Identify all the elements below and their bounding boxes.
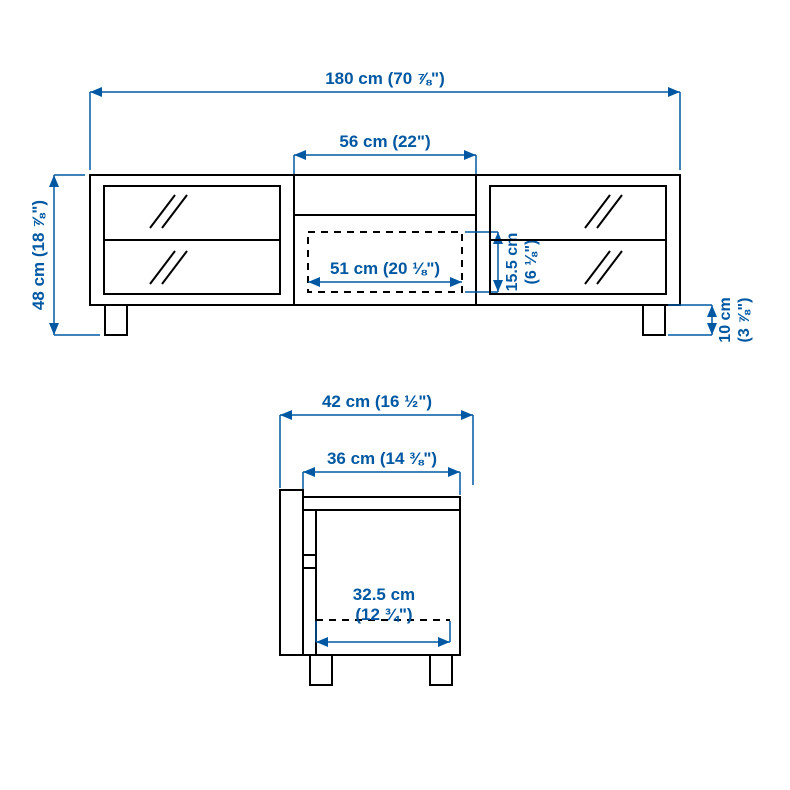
side-view: 42 cm (16 ½") 36 cm (14 ⅜"): [280, 392, 473, 685]
dim-label-depth-inner-b: (12 ¾"): [355, 605, 412, 624]
dim-label-depth-inner-a: 32.5 cm: [353, 585, 415, 604]
dim-label-depth-top: 36 cm (14 ⅜"): [327, 449, 437, 468]
dim-depth-inner: 32.5 cm (12 ¾"): [316, 585, 450, 647]
dim-label-width-center: 56 cm (22"): [339, 132, 430, 151]
dim-width-drawer-inner: 51 cm (20 ⅛"): [308, 259, 462, 287]
dim-label-leg-a: 10 cm: [717, 297, 734, 342]
leg-front-right: [643, 305, 665, 335]
dim-label-drawer-h-a: 15.5 cm: [504, 233, 521, 292]
leg-side-right: [430, 655, 452, 685]
side-body: [280, 490, 460, 655]
dim-label-depth-overall: 42 cm (16 ½"): [322, 392, 432, 411]
leg-front-left: [105, 305, 127, 335]
dim-label-drawer-h-b: (6 ⅛"): [523, 240, 540, 285]
dim-label-height-overall: 48 cm (18 ⅞"): [29, 200, 48, 310]
left-compartment: [104, 186, 280, 294]
center-compartment: [294, 175, 476, 305]
furniture-dimension-diagram: 180 cm (70 ⅞") 56 cm (22"): [0, 0, 790, 790]
dim-label-width-overall: 180 cm (70 ⅞"): [325, 69, 445, 88]
dim-width-center: 56 cm (22"): [294, 132, 476, 180]
dim-label-leg-b: (3 ⅞"): [736, 298, 753, 343]
dim-label-drawer-inner: 51 cm (20 ⅛"): [330, 259, 440, 278]
dim-depth-top: 36 cm (14 ⅜"): [303, 449, 460, 495]
front-view: 180 cm (70 ⅞") 56 cm (22"): [29, 69, 753, 343]
leg-side-left: [310, 655, 332, 685]
